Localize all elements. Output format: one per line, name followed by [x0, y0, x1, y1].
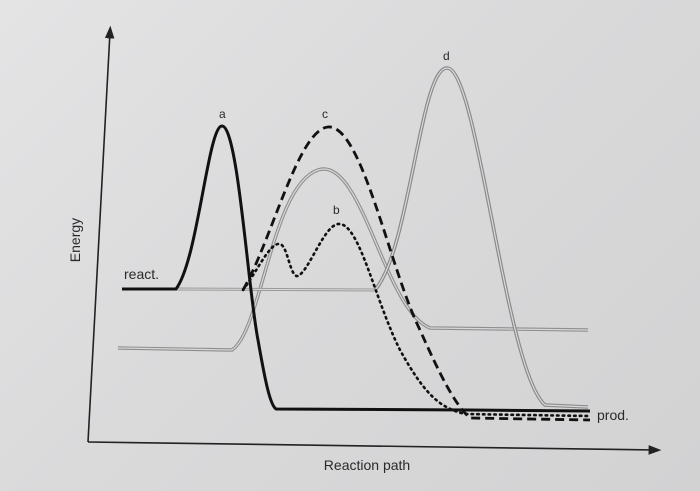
- x-axis-label: Reaction path: [324, 457, 410, 473]
- reactant-label: react.: [124, 266, 159, 282]
- y-axis: [87, 25, 115, 443]
- curve-label-b: b: [333, 203, 340, 217]
- curve-label-a: a: [219, 107, 226, 121]
- curve-label-d: d: [443, 49, 450, 63]
- reactant-level-line: [175, 287, 376, 292]
- y-axis-label: Energy: [67, 218, 83, 262]
- curve-c: [241, 125, 591, 422]
- product-label: prod.: [597, 407, 629, 423]
- curve-d: [373, 66, 589, 409]
- x-axis: [87, 441, 662, 455]
- curve-b: [241, 222, 592, 418]
- curve-a: [122, 124, 591, 413]
- curve-label-c: c: [322, 107, 328, 121]
